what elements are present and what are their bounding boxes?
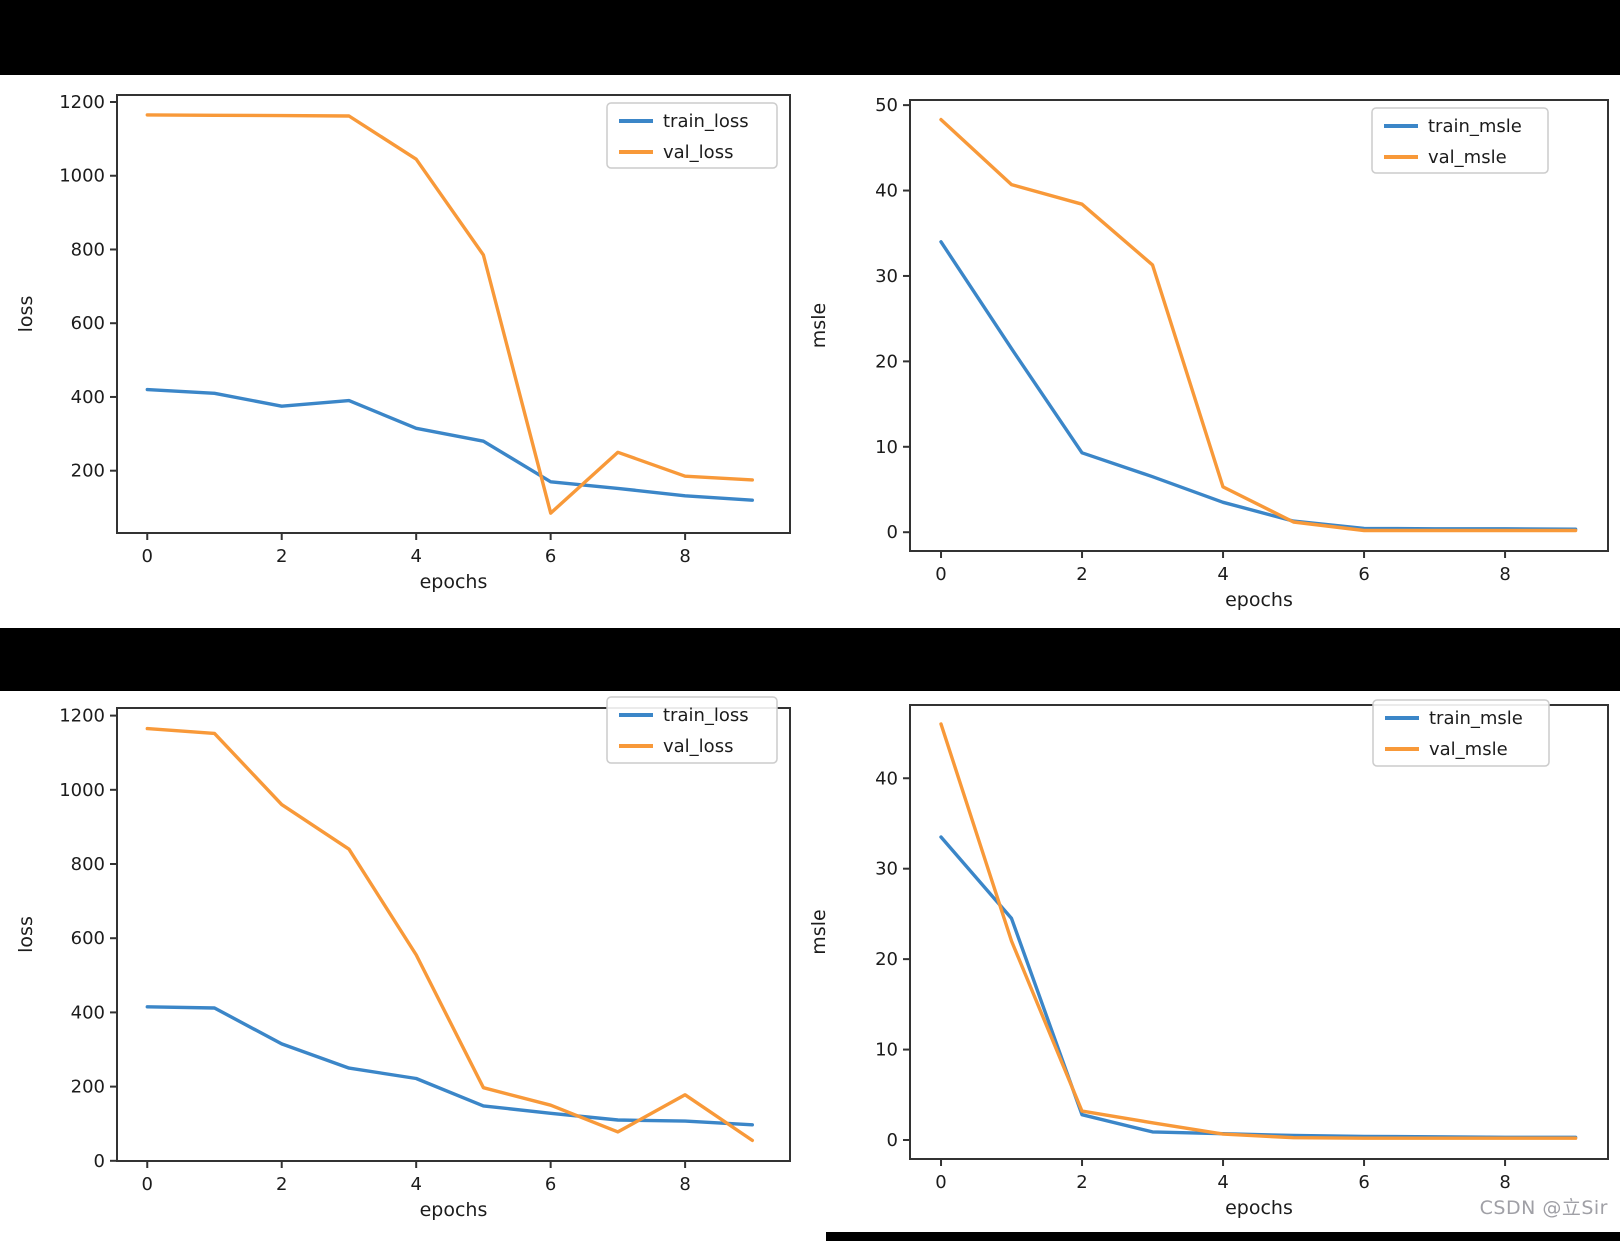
legend: train_loss val_loss (606, 696, 778, 764)
x-axis-tick-label: 4 (410, 546, 421, 567)
x-axis-tick-label: 2 (276, 546, 287, 567)
x-axis-tick-label: 0 (142, 546, 153, 567)
y-axis-tick-label: 10 (875, 1040, 898, 1061)
x-axis-tick-label: 6 (1358, 1172, 1369, 1193)
legend-label: train_loss (663, 705, 749, 726)
x-axis-tick-label: 2 (276, 1174, 287, 1195)
y-axis-tick-label: 10 (875, 437, 898, 458)
y-axis-tick-label: 400 (71, 387, 105, 408)
x-axis-tick-label: 8 (679, 1174, 690, 1195)
plot-frame (909, 704, 1609, 1160)
y-axis-tick-label: 50 (875, 95, 898, 116)
series-line-val_msle (939, 117, 1578, 533)
y-axis-tick-label: 30 (875, 859, 898, 880)
x-axis-label: epochs (1225, 589, 1293, 611)
chart-msle-top: 0 2 4 6 8 0 10 20 30 40 50 epochs msle train_msle val_… (808, 95, 1609, 611)
x-axis-tick-label: 2 (1076, 564, 1087, 585)
y-axis-tick-label: 30 (875, 266, 898, 287)
legend: train_msle val_msle (1372, 699, 1550, 767)
y-axis-tick-label: 20 (875, 949, 898, 970)
y-axis-label: loss (15, 916, 37, 953)
top-black-bar (0, 0, 1620, 75)
series-line-train_loss (145, 387, 754, 502)
x-axis-tick-label: 8 (679, 546, 690, 567)
y-axis-tick-label: 200 (71, 1077, 105, 1098)
series-line-train_loss (145, 1005, 754, 1127)
y-axis-tick-label: 1000 (59, 780, 105, 801)
middle-black-bar (0, 628, 1620, 691)
y-axis-label: msle (808, 303, 830, 348)
y-axis-tick-label: 600 (71, 928, 105, 949)
plot-frame (116, 707, 791, 1162)
legend-label: train_loss (663, 111, 749, 132)
x-axis-tick-label: 6 (545, 1174, 556, 1195)
legend: train_msle val_msle (1371, 107, 1549, 174)
legend-label: train_msle (1429, 708, 1523, 729)
legend-label: train_msle (1428, 116, 1522, 137)
series-line-val_msle (939, 722, 1578, 1140)
x-axis-tick-label: 6 (1358, 564, 1369, 585)
y-axis-label: msle (808, 909, 830, 954)
x-axis-tick-label: 4 (410, 1174, 421, 1195)
chart-loss-bottom: 0 2 4 6 8 0 200 400 600 800 1000 1200 epochs loss trai… (15, 696, 791, 1221)
y-axis-tick-label: 40 (875, 181, 898, 202)
y-axis-label: loss (15, 296, 37, 333)
plot-frame (116, 94, 791, 534)
x-axis-tick-label: 0 (142, 1174, 153, 1195)
y-axis-tick-label: 0 (887, 522, 898, 543)
y-axis-tick-label: 40 (875, 768, 898, 789)
bottom-black-strip (826, 1232, 1620, 1241)
y-axis-tick-label: 800 (71, 854, 105, 875)
y-axis-tick-label: 200 (71, 461, 105, 482)
watermark: CSDN @立Sir (1479, 1197, 1608, 1219)
x-axis-tick-label: 2 (1076, 1172, 1087, 1193)
x-axis-label: epochs (420, 1199, 488, 1221)
x-axis-tick-label: 4 (1217, 1172, 1228, 1193)
series-line-val_loss (145, 726, 754, 1143)
chart-loss-top: 0 2 4 6 8 200 400 600 800 1000 1200 epochs loss train… (15, 92, 791, 593)
legend-label: val_msle (1428, 147, 1507, 168)
y-axis-tick-label: 20 (875, 351, 898, 372)
y-axis-tick-label: 600 (71, 313, 105, 334)
legend: train_loss val_loss (606, 102, 778, 169)
chart-msle-bottom: 0 2 4 6 8 0 10 20 30 40 epochs msle train_msle val_ms… (808, 699, 1609, 1219)
series-line-train_msle (939, 835, 1578, 1140)
y-axis-tick-label: 0 (887, 1130, 898, 1151)
series-line-train_msle (939, 240, 1578, 531)
legend-label: val_loss (663, 142, 733, 163)
plot-frame (909, 99, 1609, 552)
y-axis-tick-label: 800 (71, 239, 105, 260)
y-axis-tick-label: 400 (71, 1002, 105, 1023)
x-axis-tick-label: 0 (935, 564, 946, 585)
x-axis-tick-label: 0 (935, 1172, 946, 1193)
x-axis-tick-label: 6 (545, 546, 556, 567)
x-axis-label: epochs (420, 571, 488, 593)
x-axis-tick-label: 8 (1499, 564, 1510, 585)
legend-label: val_msle (1429, 739, 1508, 760)
y-axis-tick-label: 1200 (59, 92, 105, 113)
x-axis-label: epochs (1225, 1197, 1293, 1219)
y-axis-tick-label: 1000 (59, 166, 105, 187)
y-axis-tick-label: 1200 (59, 706, 105, 727)
x-axis-tick-label: 4 (1217, 564, 1228, 585)
y-axis-tick-label: 0 (94, 1151, 105, 1172)
x-axis-tick-label: 8 (1499, 1172, 1510, 1193)
legend-label: val_loss (663, 736, 733, 757)
series-line-val_loss (145, 113, 754, 515)
